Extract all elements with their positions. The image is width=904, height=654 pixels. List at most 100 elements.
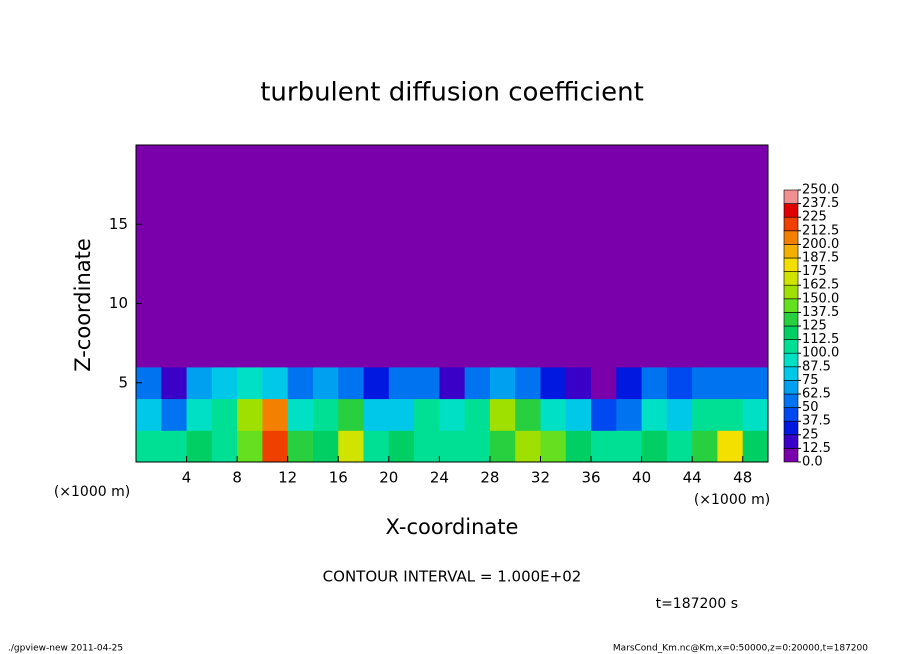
cell (742, 398, 769, 431)
x-tick-label: 44 (683, 469, 702, 487)
cell (237, 303, 263, 336)
colorbar-label: 50 (802, 400, 819, 415)
cell (287, 240, 314, 273)
cell (742, 335, 769, 368)
cell (616, 430, 643, 463)
cell (540, 303, 567, 336)
cell (211, 271, 238, 304)
cell (489, 176, 516, 209)
colorbar-label: 237.5 (802, 196, 839, 211)
cell (540, 398, 567, 431)
cell (388, 430, 415, 463)
cell (565, 145, 592, 178)
cell (742, 208, 769, 241)
cell (565, 430, 592, 463)
cell (515, 366, 541, 400)
x-tick-label: 20 (379, 469, 398, 487)
cell (666, 335, 693, 368)
x-tick-label: 8 (232, 469, 242, 487)
cell (464, 398, 491, 431)
chart-title: turbulent diffusion coefficient (260, 78, 644, 108)
cell (414, 366, 440, 400)
cell (211, 145, 238, 178)
cell (464, 366, 491, 400)
colorbar-swatch (783, 312, 799, 327)
cell (414, 335, 440, 368)
cell (540, 208, 567, 241)
x-axis-label: X-coordinate (386, 515, 519, 539)
colorbar-swatch (783, 230, 799, 245)
cell (338, 240, 365, 273)
cell (464, 303, 491, 336)
cell (666, 430, 693, 463)
cell (591, 176, 617, 209)
cell (161, 335, 188, 368)
colorbar-label: 175 (802, 264, 827, 279)
cell (262, 240, 289, 273)
x-tick-label: 28 (480, 469, 499, 487)
colorbar-swatch (783, 380, 799, 395)
colorbar-label: 200.0 (802, 237, 839, 252)
cell (717, 303, 744, 336)
cell (641, 208, 668, 241)
cell (489, 335, 516, 368)
cell (565, 303, 592, 336)
cell (262, 145, 289, 178)
cell (262, 176, 289, 209)
cell (692, 430, 718, 463)
cell (312, 176, 339, 209)
x-tick-label: 16 (329, 469, 348, 487)
cell (186, 303, 213, 336)
cell (237, 398, 263, 431)
cell (262, 398, 289, 431)
cell (464, 335, 491, 368)
y-axis-label: Z-coordinate (71, 238, 95, 372)
colorbar-label: 62.5 (802, 387, 831, 402)
y-tick-label: 5 (118, 373, 128, 391)
cell (515, 398, 541, 431)
cell (540, 145, 567, 178)
cell (515, 145, 541, 178)
cell (262, 303, 289, 336)
cell (591, 240, 617, 273)
cell (540, 240, 567, 273)
cell (616, 303, 643, 336)
x-tick-label: 12 (278, 469, 297, 487)
cell (237, 176, 263, 209)
cell (211, 208, 238, 241)
cell (439, 398, 466, 431)
cell (717, 240, 744, 273)
cell (388, 240, 415, 273)
cell (186, 430, 213, 463)
cell (565, 176, 592, 209)
cell (312, 335, 339, 368)
cell (414, 430, 440, 463)
cell (262, 430, 289, 463)
cell (641, 366, 668, 400)
cell (717, 271, 744, 304)
cell (211, 366, 238, 400)
cell (616, 398, 643, 431)
cell (312, 208, 339, 241)
cell (641, 398, 668, 431)
cell (312, 430, 339, 463)
colorbar-label: 187.5 (802, 251, 839, 266)
x-tick-label: 40 (632, 469, 651, 487)
cell (237, 430, 263, 463)
cell (540, 430, 567, 463)
cell (338, 208, 365, 241)
cell (237, 366, 263, 400)
colorbar-label: 112.5 (802, 332, 839, 347)
cell (565, 208, 592, 241)
colorbar-label: 212.5 (802, 223, 839, 238)
cell (464, 271, 491, 304)
cell (161, 176, 188, 209)
cell (161, 208, 188, 241)
cell (692, 271, 718, 304)
cell (666, 240, 693, 273)
cell (262, 208, 289, 241)
cell (666, 271, 693, 304)
cell (591, 366, 617, 400)
cell (616, 366, 643, 400)
cell (439, 145, 466, 178)
